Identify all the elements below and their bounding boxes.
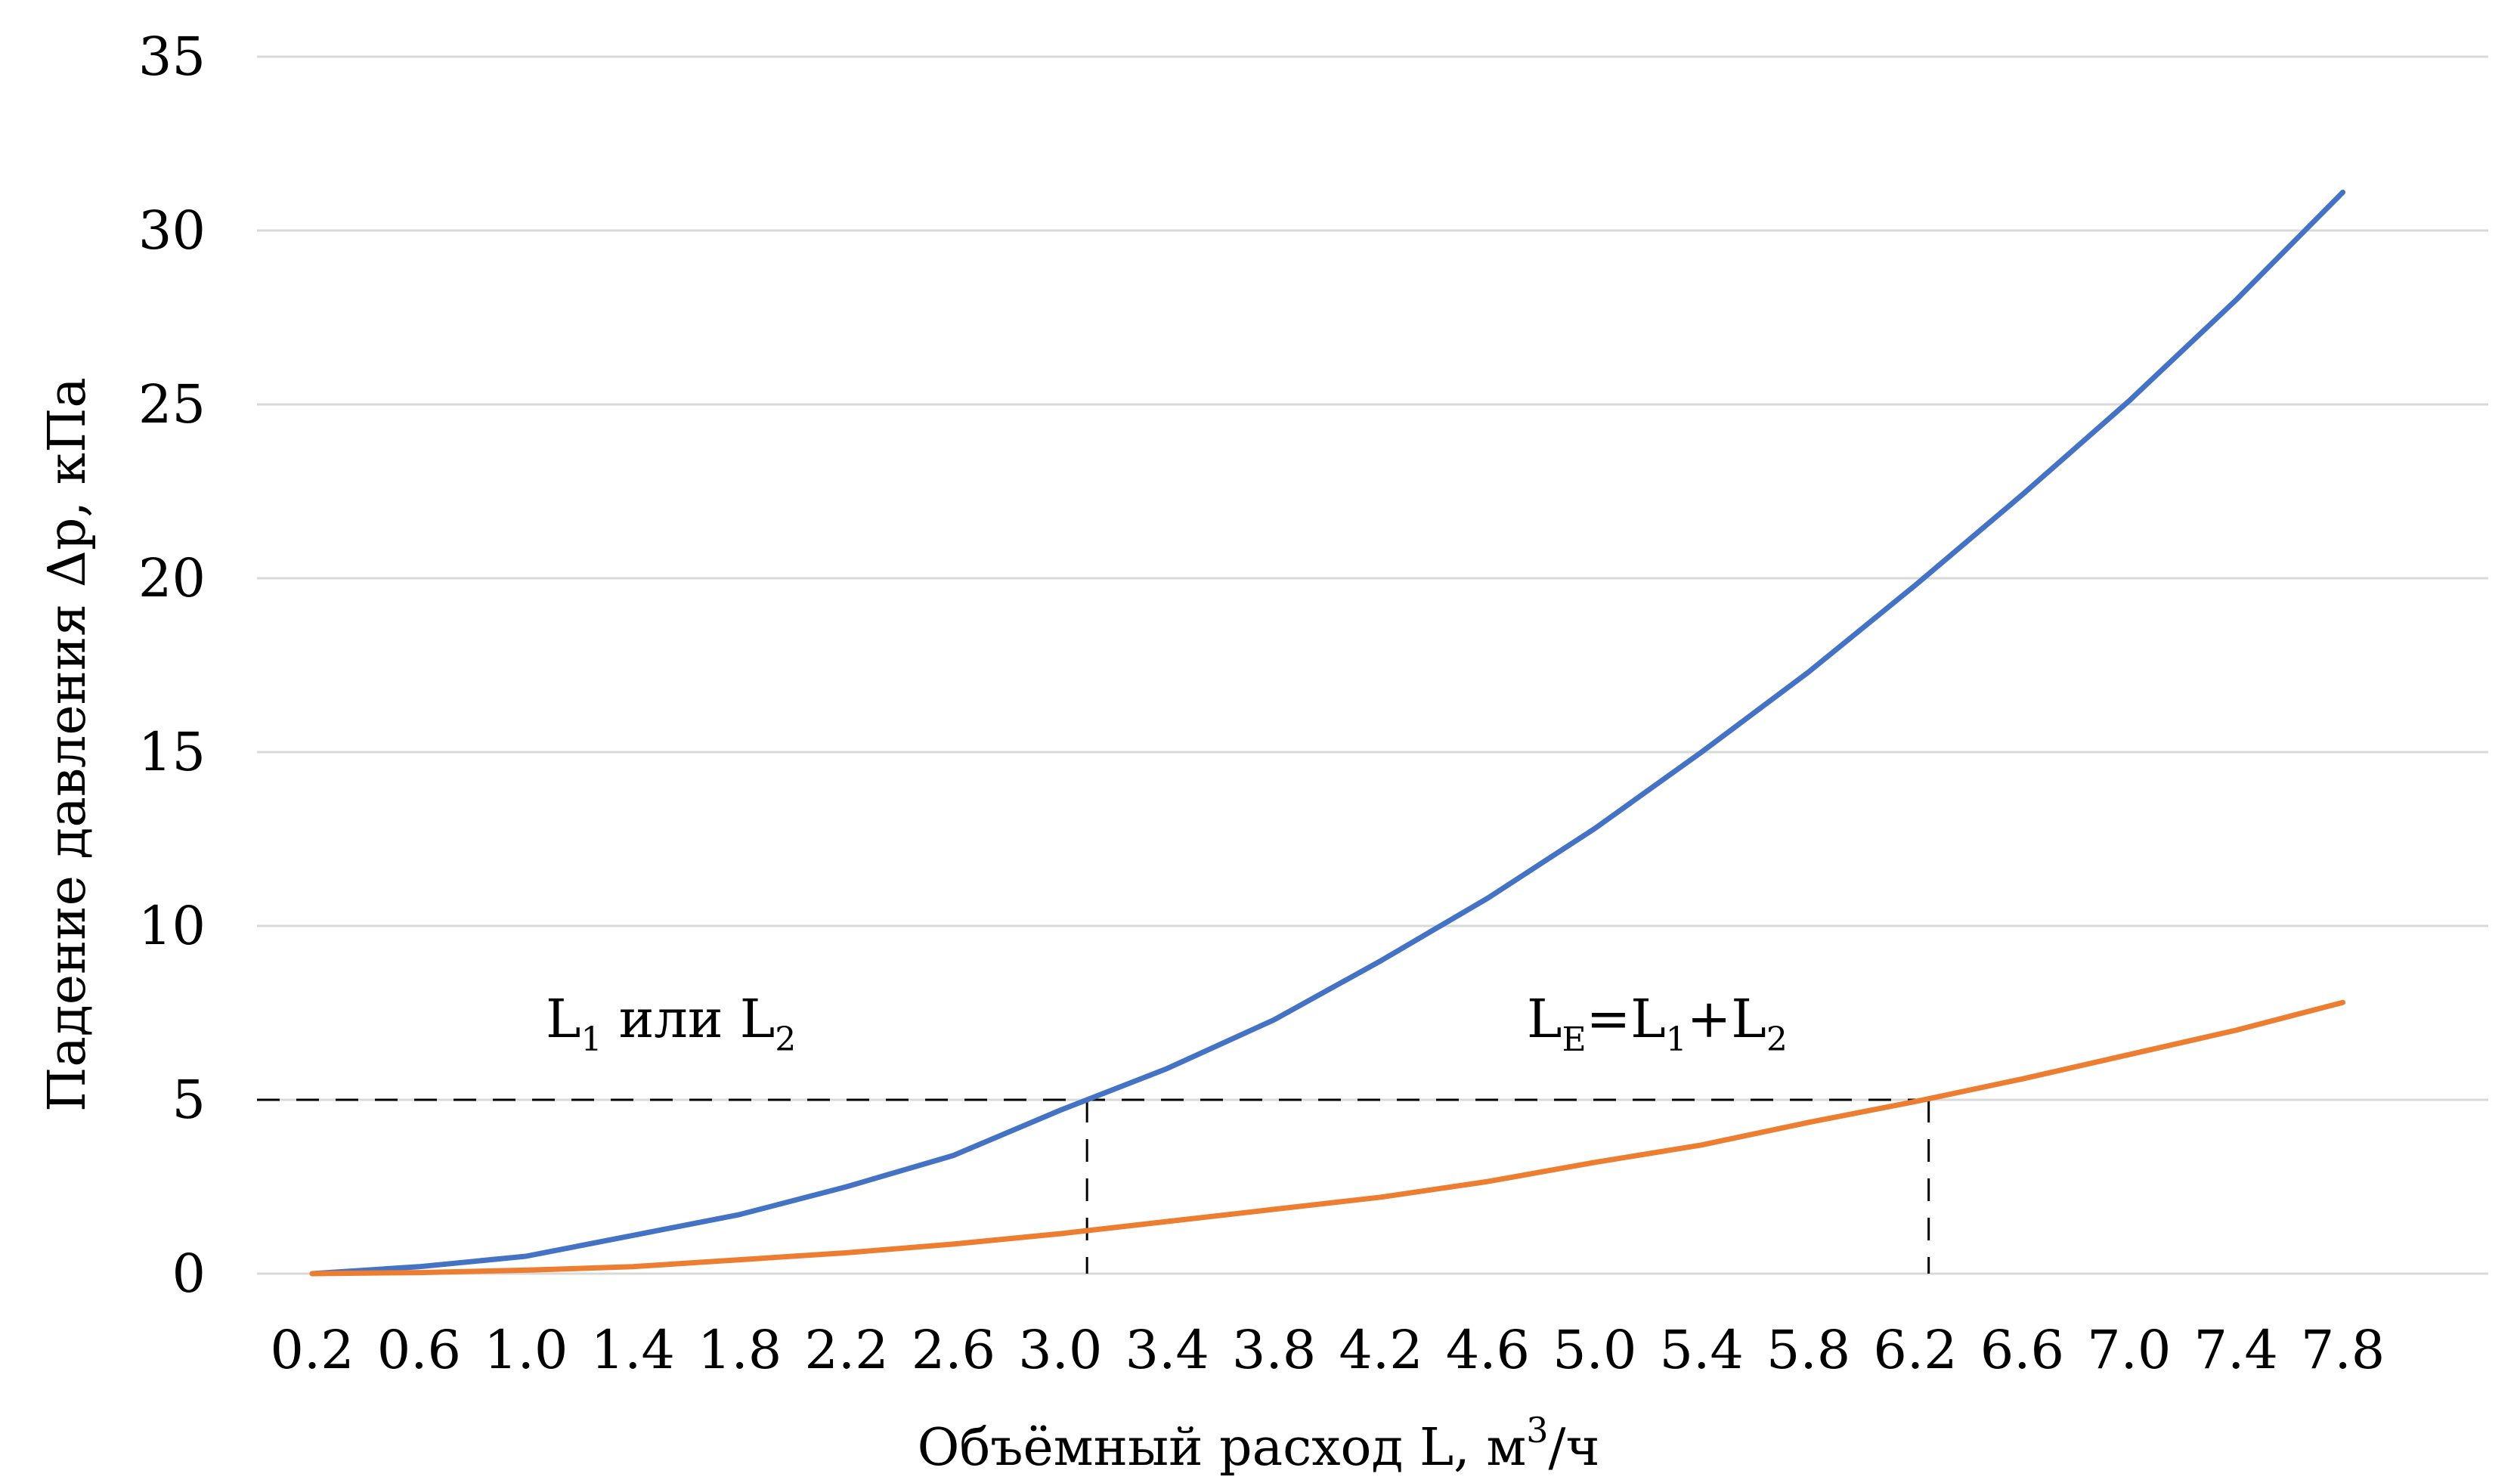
y-tick-label: 0 <box>172 1243 206 1305</box>
gridlines <box>257 55 2488 1275</box>
x-tick-label: 7.4 <box>2194 1319 2278 1381</box>
y-tick-label: 35 <box>138 26 206 88</box>
x-tick-label: 0.6 <box>377 1319 461 1381</box>
x-tick-label: 5.0 <box>1553 1319 1636 1381</box>
x-tick-label: 0.2 <box>270 1319 354 1381</box>
x-axis-title: Объёмный расход L, м3/ч <box>918 1410 1600 1478</box>
x-tick-label: 1.0 <box>484 1319 568 1381</box>
annotation-single-flow: L1 или L2 <box>546 988 796 1059</box>
x-tick-label: 2.6 <box>912 1319 995 1381</box>
x-tick-label: 6.6 <box>1980 1319 2064 1381</box>
reference-guides <box>257 1098 1930 1274</box>
x-tick-label: 3.0 <box>1018 1319 1102 1381</box>
x-tick-label: 3.4 <box>1125 1319 1209 1381</box>
x-tick-label: 7.8 <box>2301 1319 2385 1381</box>
y-tick-label: 20 <box>138 547 206 609</box>
series-line-1 <box>309 189 2346 1277</box>
x-tick-label: 1.4 <box>591 1319 675 1381</box>
x-tick-label: 4.6 <box>1446 1319 1530 1381</box>
y-tick-label: 5 <box>172 1069 206 1131</box>
y-axis-ticks: 0 5 10 15 20 25 30 35 <box>138 26 206 1305</box>
series-line-2 <box>309 999 2346 1277</box>
x-tick-label: 1.8 <box>698 1319 782 1381</box>
x-tick-label: 5.4 <box>1660 1319 1744 1381</box>
x-axis-ticks: 0.2 0.6 1.0 1.4 1.8 2.2 2.6 3.0 3.4 3.8 4.2 4.6 5.0 5… <box>270 1319 2385 1381</box>
x-tick-label: 2.2 <box>804 1319 888 1381</box>
x-axis-title-superscript: 3 <box>1526 1410 1548 1451</box>
x-tick-label: 6.2 <box>1873 1319 1957 1381</box>
x-tick-label: 3.8 <box>1232 1319 1316 1381</box>
y-tick-label: 30 <box>138 200 206 262</box>
y-tick-label: 10 <box>138 895 206 957</box>
y-tick-label: 15 <box>138 721 206 783</box>
x-tick-label: 7.0 <box>2087 1319 2171 1381</box>
series-lines <box>309 189 2346 1277</box>
x-tick-label: 5.8 <box>1766 1319 1850 1381</box>
annotation-combined-flow: LE=L1+L2 <box>1527 988 1788 1059</box>
y-axis-title: Падение давления Δр, кПа <box>38 377 98 1112</box>
x-tick-label: 4.2 <box>1339 1319 1423 1381</box>
y-tick-label: 25 <box>138 373 206 435</box>
